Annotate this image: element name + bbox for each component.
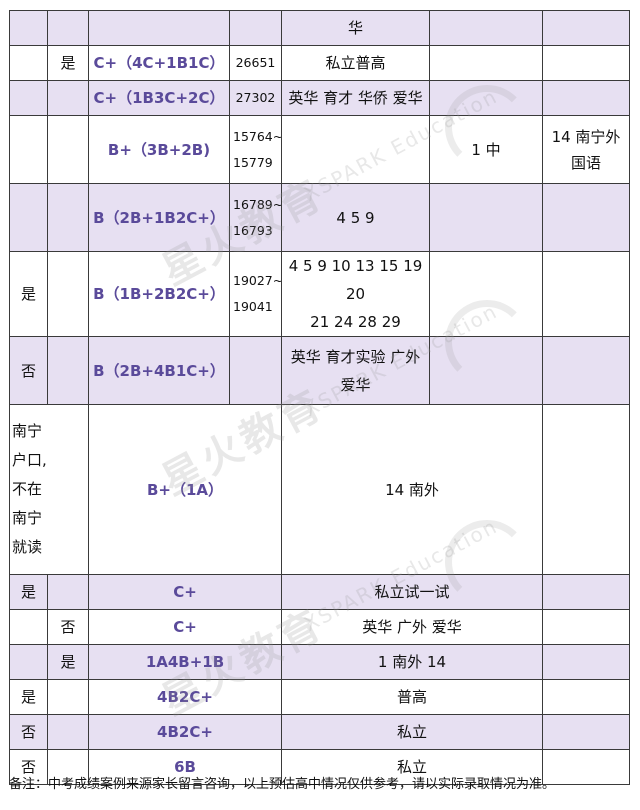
- table-row: 是 4B2C+ 普高: [9, 679, 630, 715]
- grade-cell: B（1B+2B2C+）: [88, 251, 230, 337]
- school-cell: 私立: [281, 749, 543, 785]
- grade-cell: 4B2C+: [88, 714, 282, 750]
- grade-cell: B+（3B+2B): [88, 115, 230, 184]
- choice-cell: 是: [47, 45, 89, 81]
- table-row: 是 C+（4C+1B1C） 26651 私立普高: [9, 45, 630, 81]
- rank-cell: 19027~ 19041: [229, 251, 282, 337]
- rank-end: 15779: [233, 154, 273, 170]
- grade-cell: 6B: [88, 749, 282, 785]
- choice-cell: 是: [9, 251, 48, 337]
- table-row: 否 6B 私立: [9, 749, 630, 785]
- school-line: 4 5 9 10 13 15 19 20: [288, 257, 423, 303]
- choice-cell: 是: [47, 644, 89, 680]
- table-row: 否 C+ 英华 广外 爱华: [9, 609, 630, 645]
- school-cell: 1 南外 14: [281, 644, 543, 680]
- table-row: 否 4B2C+ 私立: [9, 714, 630, 750]
- choice-cell: 否: [9, 336, 48, 405]
- table-row: B（2B+1B2C+） 16789~ 16793 4 5 9: [9, 183, 630, 252]
- footnote: 备注：中考成绩案例来源家长留言咨询，以上预估高中情况仅供参考，请以实际录取情况为…: [9, 777, 556, 792]
- choice-cell: 否: [9, 714, 48, 750]
- table-row: 南宁 户口, 不在 南宁 就读 B+（1A） 14 南外: [9, 404, 630, 575]
- school-line: 英华 育才实验 广外: [290, 347, 421, 366]
- school-cell: 4 5 9: [281, 183, 430, 252]
- grade-cell: C+（4C+1B1C）: [88, 45, 230, 81]
- rank-start: 19027~: [233, 273, 282, 288]
- school-cell: 1 中: [429, 115, 543, 184]
- choice-cell: 否: [47, 609, 89, 645]
- school-line: 国语: [570, 153, 601, 172]
- school-line: 14 南宁外: [551, 127, 621, 146]
- grade-cell: 4B2C+: [88, 679, 282, 715]
- rank-end: 16793: [233, 222, 273, 238]
- rank-start: 15764~: [233, 128, 282, 144]
- rank-cell: 15764~ 15779: [229, 115, 282, 184]
- school-cell: 私立普高: [281, 45, 430, 81]
- table-row: 是 B（1B+2B2C+） 19027~ 19041 4 5 9 10 13 1…: [9, 251, 630, 337]
- rank-start: 16789~: [233, 196, 282, 212]
- table-row: C+（1B3C+2C） 27302 英华 育才 华侨 爱华: [9, 80, 630, 116]
- rank-cell: 26651: [229, 45, 282, 81]
- table-row: 华: [9, 10, 630, 46]
- school-cell: 私立: [281, 714, 543, 750]
- condition-cell: 南宁 户口, 不在 南宁 就读: [9, 404, 89, 575]
- grade-cell: 1A4B+1B: [88, 644, 282, 680]
- school-cell: 14 南外: [281, 404, 543, 575]
- choice-cell: 是: [9, 679, 48, 715]
- school-cell: 英华 广外 爱华: [281, 609, 543, 645]
- school-cell: 4 5 9 10 13 15 19 20 21 24 28 29: [281, 251, 430, 337]
- table-row: 否 B（2B+4B1C+） 英华 育才实验 广外 爱华: [9, 336, 630, 405]
- grade-cell: C+: [88, 609, 282, 645]
- admission-table: 华 是 C+（4C+1B1C） 26651 私立普高 C+（1B3C+2C） 2…: [9, 10, 630, 785]
- table-row: 是 C+ 私立试一试: [9, 574, 630, 610]
- grade-cell: C+: [88, 574, 282, 610]
- school-cell: 私立试一试: [281, 574, 543, 610]
- school-cell: 14 南宁外 国语: [542, 115, 630, 184]
- school-cell: 英华 育才 华侨 爱华: [281, 80, 430, 116]
- school-cell: 英华 育才实验 广外 爱华: [281, 336, 430, 405]
- grade-cell: C+（1B3C+2C）: [88, 80, 230, 116]
- rank-cell: 16789~ 16793: [229, 183, 282, 252]
- school-cell: 普高: [281, 679, 543, 715]
- school-line: 爱华: [340, 375, 371, 394]
- grade-cell: B+（1A）: [88, 404, 282, 575]
- rank-cell: 27302: [229, 80, 282, 116]
- choice-cell: 是: [9, 574, 48, 610]
- school-cell: 华: [281, 10, 430, 46]
- table-row: 是 1A4B+1B 1 南外 14: [9, 644, 630, 680]
- choice-cell: 否: [9, 749, 48, 785]
- rank-end: 19041: [233, 299, 273, 314]
- grade-cell: B（2B+1B2C+）: [88, 183, 230, 252]
- grade-cell: B（2B+4B1C+）: [88, 336, 230, 405]
- school-line: 21 24 28 29: [310, 313, 401, 331]
- table-row: B+（3B+2B) 15764~ 15779 1 中 14 南宁外 国语: [9, 115, 630, 184]
